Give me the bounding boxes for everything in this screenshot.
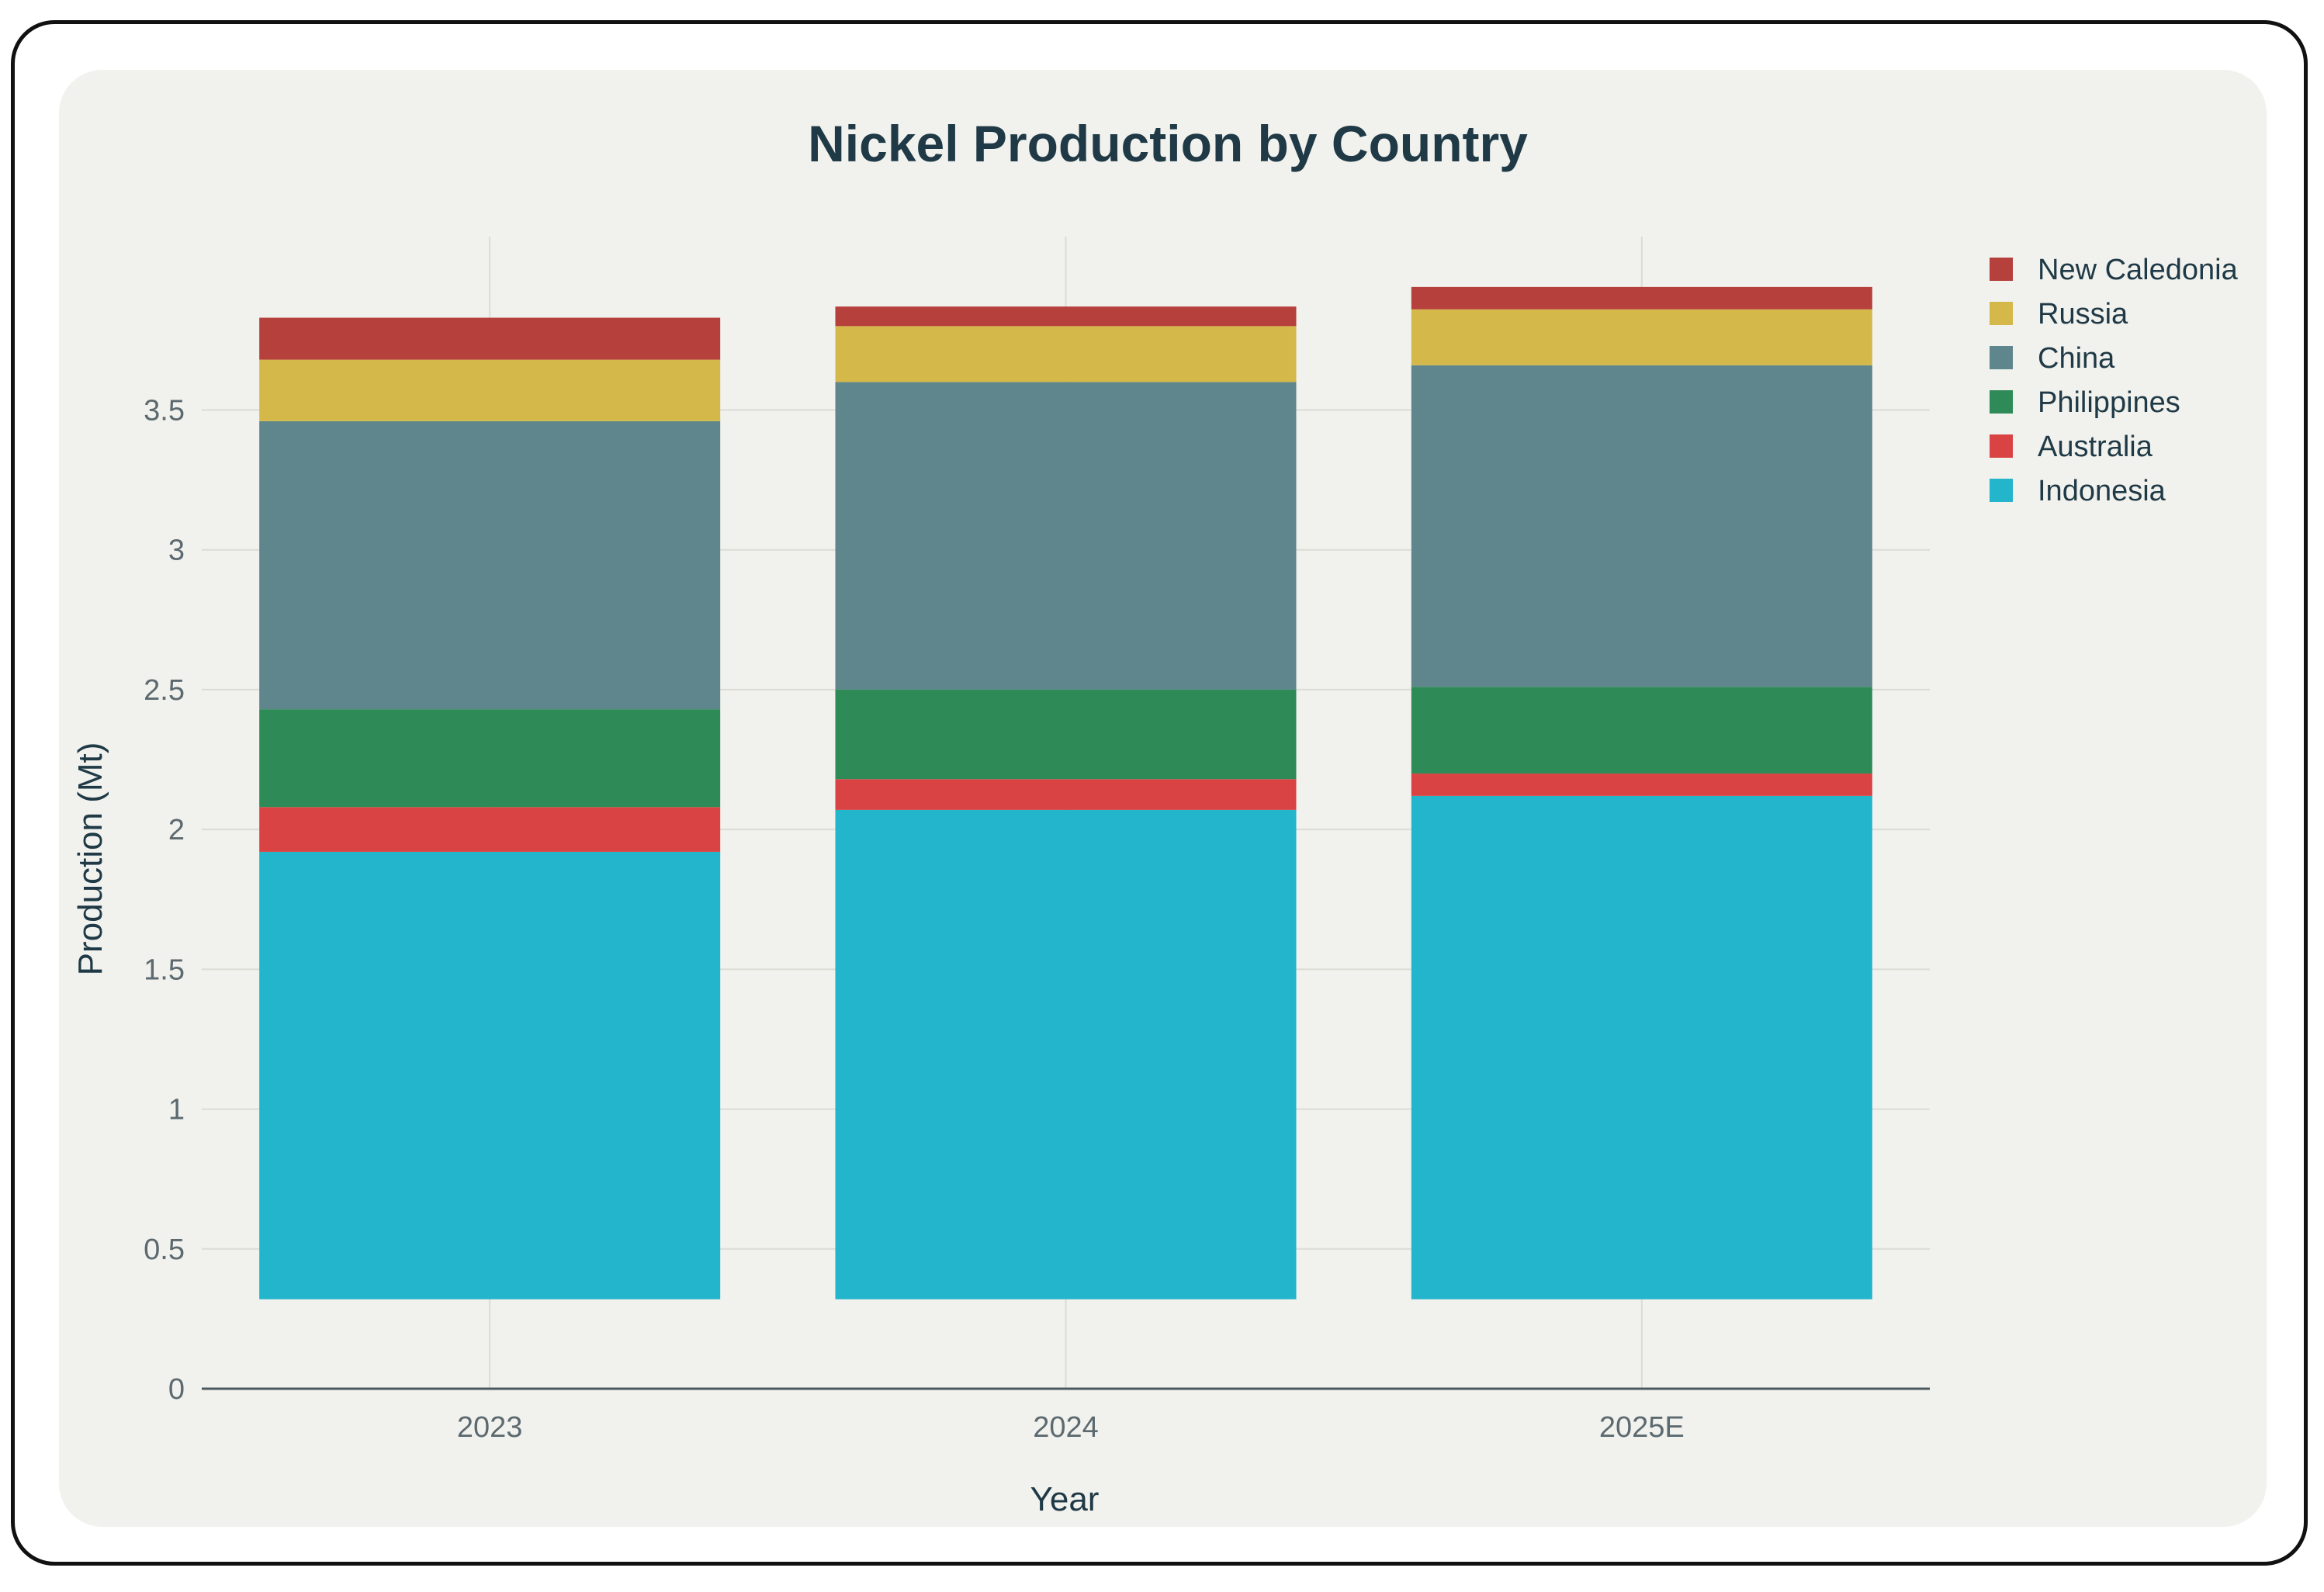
bar-indonesia-2023 — [259, 851, 721, 1300]
bar-new-caledonia-2025e — [1411, 286, 1872, 310]
bar-russia-2023 — [259, 359, 721, 421]
y-tick-label: 3 — [168, 535, 185, 567]
bar-russia-2024 — [835, 326, 1297, 382]
bar-philippines-2025e — [1411, 687, 1872, 774]
y-tick-label: 0.5 — [144, 1234, 185, 1266]
legend-label-australia[interactable]: Australia — [2038, 431, 2153, 463]
axis-layer: 0 0.5 1 1.5 2 2.5 3 3.5 2023 2024 2025E — [144, 394, 1930, 1444]
bar-russia-2025e — [1411, 309, 1872, 365]
bar-china-2025e — [1411, 365, 1872, 687]
bar-philippines-2024 — [835, 689, 1297, 780]
x-axis-title: Year — [1030, 1480, 1100, 1518]
y-axis-title: Production (Mt) — [71, 742, 109, 976]
bar-china-2023 — [259, 420, 721, 710]
legend-swatch-new-caledonia[interactable] — [1990, 258, 2013, 281]
x-tick-label: 2025E — [1599, 1411, 1685, 1444]
y-tick-label: 2.5 — [144, 674, 185, 707]
chart-title: Nickel Production by Country — [808, 115, 1528, 172]
bar-new-caledonia-2024 — [835, 306, 1297, 327]
legend-label-philippines[interactable]: Philippines — [2038, 386, 2180, 419]
x-tick-label: 2023 — [457, 1411, 523, 1444]
legend-label-russia[interactable]: Russia — [2038, 298, 2128, 331]
y-tick-label: 3.5 — [144, 394, 185, 427]
bar-indonesia-2024 — [835, 809, 1297, 1300]
legend-layer: New Caledonia Russia China Philippines Austr… — [1990, 254, 2239, 507]
y-tick-label: 1 — [168, 1094, 185, 1127]
bar-new-caledonia-2023 — [259, 317, 721, 360]
x-tick-label: 2024 — [1033, 1411, 1099, 1444]
legend-swatch-philippines[interactable] — [1990, 390, 2013, 414]
legend-swatch-russia[interactable] — [1990, 302, 2013, 325]
legend-label-china[interactable]: China — [2038, 342, 2115, 375]
y-tick-label: 1.5 — [144, 953, 185, 986]
bar-australia-2023 — [259, 807, 721, 852]
bars-layer — [259, 286, 1872, 1300]
legend-swatch-china[interactable] — [1990, 346, 2013, 369]
bar-australia-2025e — [1411, 774, 1872, 796]
y-tick-label: 2 — [168, 814, 185, 846]
bar-australia-2024 — [835, 779, 1297, 810]
y-tick-label: 0 — [168, 1373, 185, 1406]
bar-indonesia-2025e — [1411, 795, 1872, 1300]
legend-swatch-australia[interactable] — [1990, 434, 2013, 458]
bar-philippines-2023 — [259, 709, 721, 808]
legend-label-indonesia[interactable]: Indonesia — [2038, 475, 2166, 507]
legend-label-new-caledonia[interactable]: New Caledonia — [2038, 254, 2239, 286]
legend-swatch-indonesia[interactable] — [1990, 479, 2013, 502]
bar-china-2024 — [835, 382, 1297, 690]
